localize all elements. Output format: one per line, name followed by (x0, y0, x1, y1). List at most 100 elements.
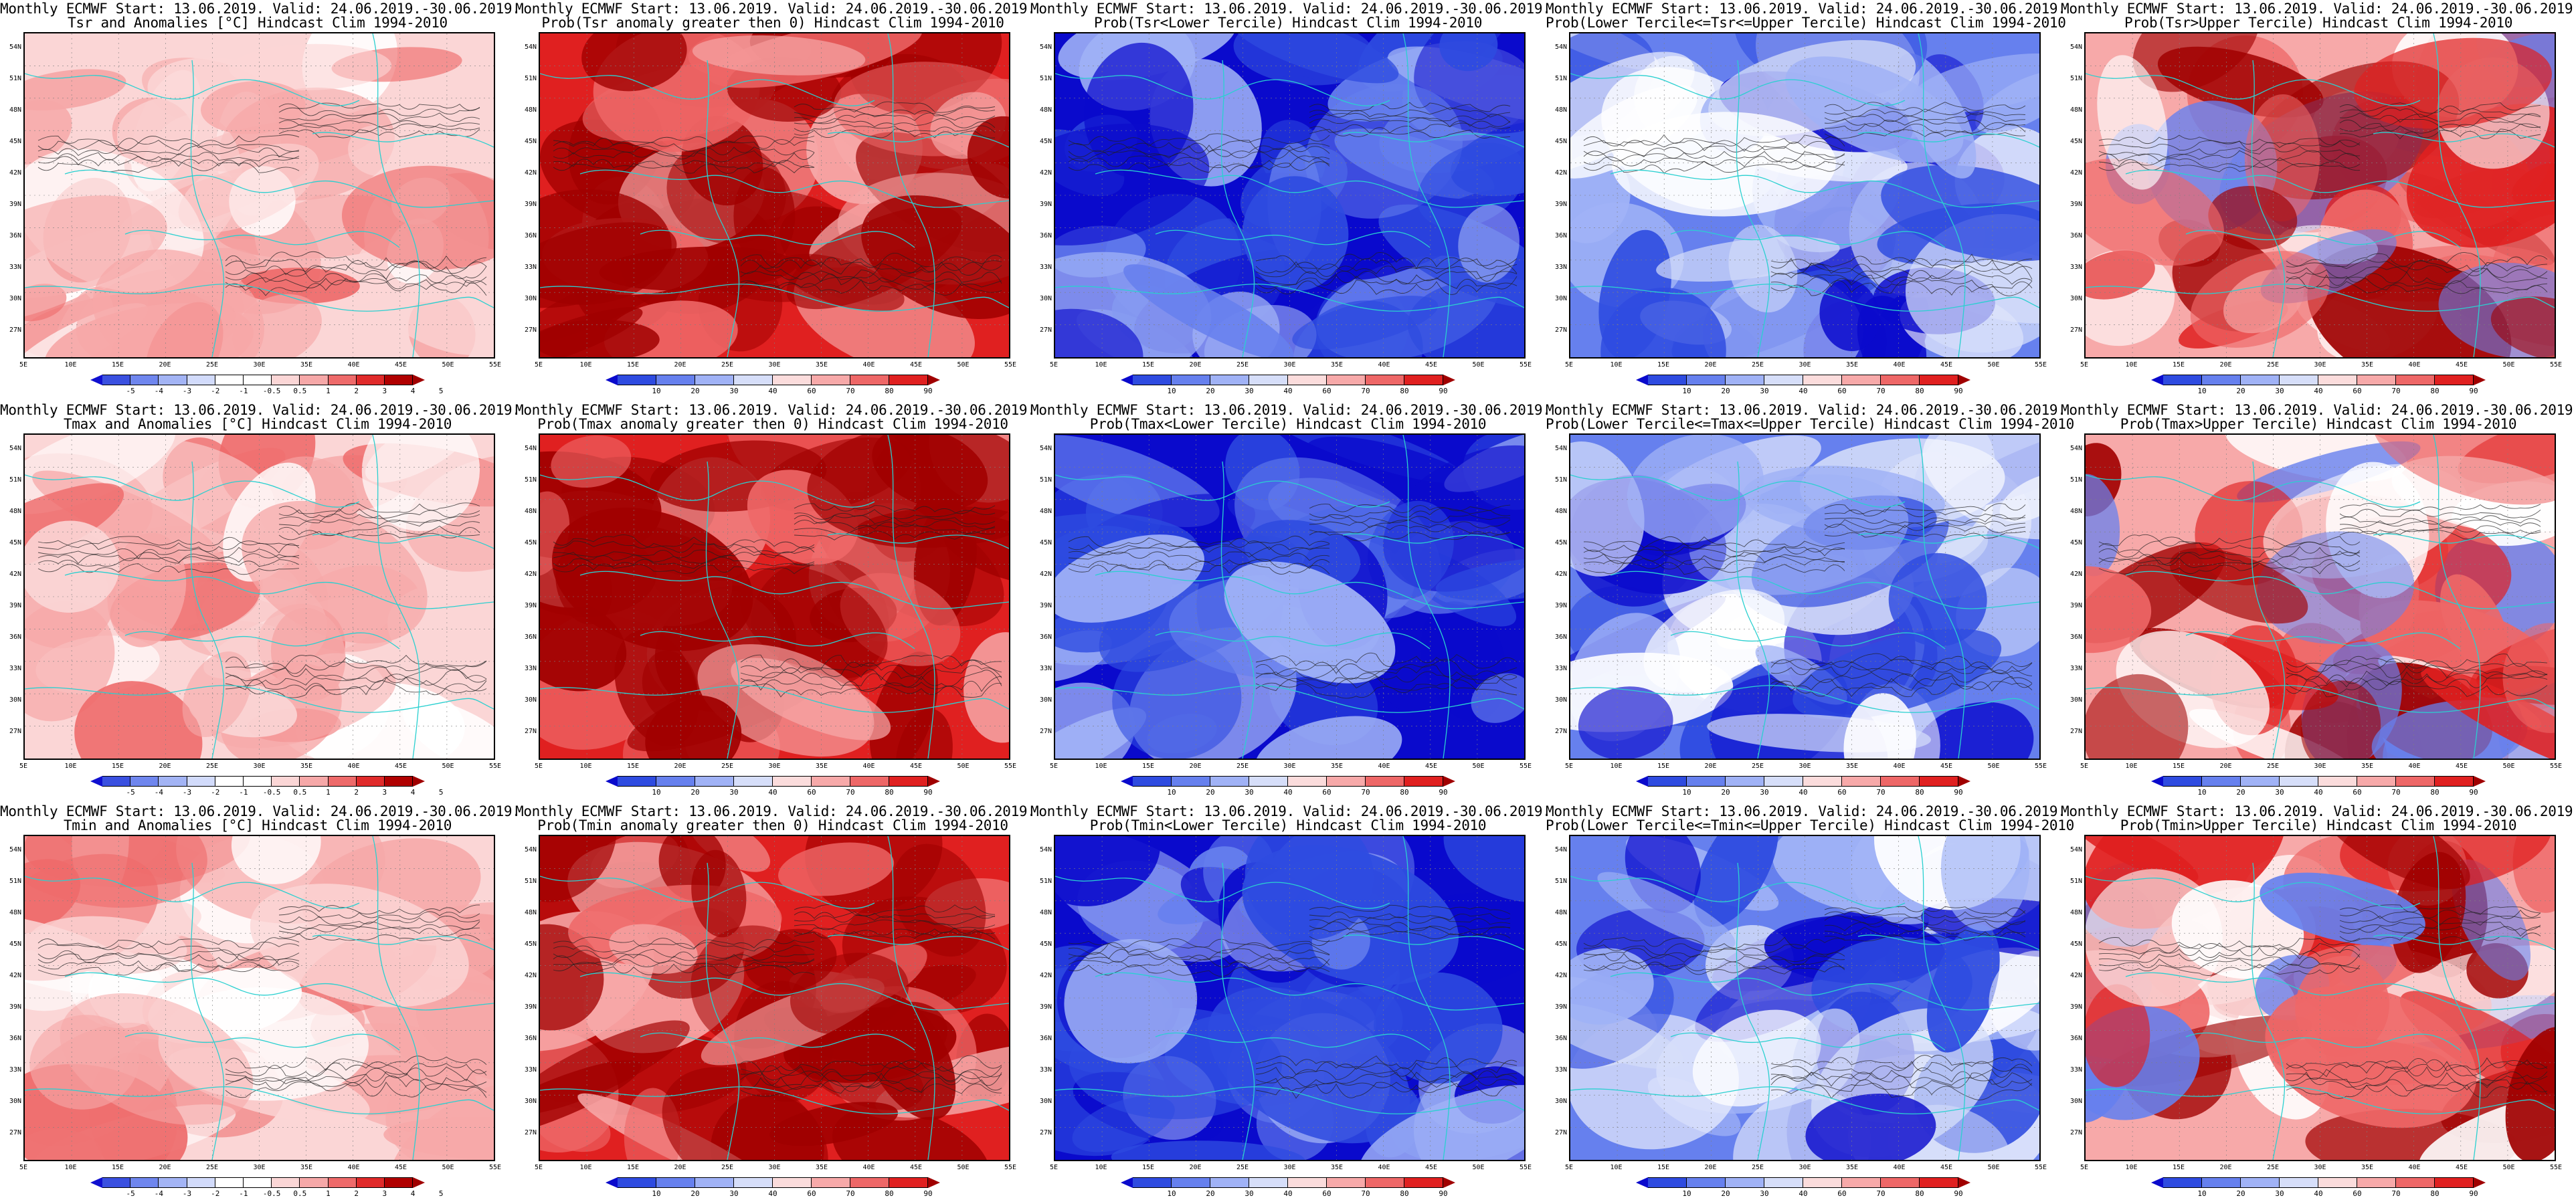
legend-tick-label: -2 (211, 387, 220, 395)
terrain-contour (2286, 274, 2548, 290)
latitude-label: 36N (9, 633, 21, 641)
field-patch (1055, 308, 1143, 357)
terrain-contour (2286, 1078, 2548, 1092)
legend-tick-label: 30 (729, 788, 739, 797)
legend-max-arrow (928, 375, 940, 385)
longitude-label: 25E (1236, 763, 1249, 770)
terrain-contour (1068, 540, 1330, 554)
legend-color-bin (1764, 1177, 1803, 1188)
terrain-contour (1770, 262, 2033, 280)
latitude-label: 48N (1039, 508, 1052, 515)
legend-color-bin (384, 776, 413, 787)
field-patch (201, 81, 306, 134)
longitude-label: 50E (442, 763, 454, 770)
terrain-contour (1255, 1056, 1517, 1070)
latitude-label: 27N (9, 1129, 21, 1136)
latitude-label: 51N (1554, 476, 1567, 484)
terrain-contour (1255, 1078, 1517, 1092)
longitude-label: 20E (2219, 763, 2232, 770)
legend-min-arrow (1636, 1177, 1648, 1188)
latitude-label: 27N (9, 326, 21, 334)
legend-tick-label: 0.5 (293, 1189, 307, 1198)
longitude-label: 35E (2361, 1164, 2374, 1171)
terrain-contour (740, 1066, 1002, 1082)
legend-tick-label: 40 (1283, 387, 1293, 395)
legend-tick-labels: -5 -4 -3 -2 -1 -0.5 0.5 1 2 3 4 5 (102, 789, 444, 798)
panel-header-line: Monthly ECMWF Start: 13.06.2019. Valid: … (0, 803, 521, 819)
color-legend-bar (1121, 375, 1455, 385)
field-patch (1443, 836, 1524, 903)
longitude-label: 50E (1987, 1164, 2000, 1171)
legend-tick-label: 60 (1322, 788, 1331, 797)
color-legend-bar (1121, 776, 1455, 787)
legend-color-bin (272, 375, 300, 385)
longitude-label: 30E (2314, 763, 2326, 770)
terrain-contour (2286, 1082, 2548, 1099)
latitude-label: 48N (2069, 106, 2082, 114)
legend-color-bin (1327, 375, 1366, 385)
latitude-label: 30N (2069, 1098, 2082, 1105)
legend-min-arrow (90, 776, 102, 787)
latitude-label: 45N (9, 539, 21, 546)
terrain-contour (278, 112, 480, 122)
latitude-label: 36N (1039, 232, 1052, 239)
longitude-label: 35E (815, 361, 828, 369)
terrain-contour (1583, 536, 1845, 548)
legend-color-bin (1288, 1177, 1327, 1188)
panel-title: Tsr and Anomalies [°C] Hindcast Clim 199… (68, 15, 448, 31)
longitude-label: 35E (1845, 763, 1859, 770)
latitude-label: 42N (2069, 972, 2082, 979)
legend-color-bin (1842, 375, 1881, 385)
longitude-label: 45E (394, 1164, 407, 1171)
terrain-contour (2339, 525, 2541, 534)
legend-tick-label: 70 (1876, 387, 1885, 395)
panel-header-line: Monthly ECMWF Start: 13.06.2019. Valid: … (515, 1, 1036, 17)
latitude-label: 33N (2069, 1066, 2082, 1074)
terrain-contour (1309, 504, 1511, 513)
terrain-contour (2286, 660, 2548, 675)
field-patch (2086, 674, 2189, 759)
panel-title: Prob(Tmin<Lower Tercile) Hindcast Clim 1… (1089, 817, 1487, 833)
coastline (1095, 972, 1524, 1011)
terrain-contour (225, 660, 487, 674)
field-patch (1208, 987, 1410, 1144)
longitude-label: 35E (815, 1164, 828, 1171)
legend-max-arrow (1443, 375, 1455, 385)
color-legend-bar (90, 375, 426, 385)
terrain-contour (1824, 123, 2026, 134)
longitude-label: 30E (1799, 1164, 1811, 1171)
longitude-label: 5E (1049, 361, 1059, 369)
terrain-contour (278, 123, 480, 133)
longitude-label: 10E (1095, 1164, 1107, 1171)
terrain-contour (225, 669, 487, 686)
coastline (579, 571, 1009, 609)
panel-title: Prob(Tmax anomaly greater then 0) Hindca… (537, 416, 1008, 432)
latitude-label: 39N (9, 201, 21, 208)
terrain-contour (225, 259, 487, 274)
terrain-contour (278, 921, 480, 930)
latitude-label: 54N (524, 43, 537, 51)
field-patch (1570, 52, 1695, 175)
legend-color-bin (1366, 1177, 1404, 1188)
legend-tick-label: 70 (1876, 1189, 1885, 1198)
field-patch (1881, 165, 2039, 262)
legend-min-arrow (2151, 375, 2163, 385)
longitude-label: 35E (300, 1164, 313, 1171)
legend-tick-label: 30 (1245, 788, 1254, 797)
panel-header-line: Monthly ECMWF Start: 13.06.2019. Valid: … (1546, 402, 2066, 418)
coastline (540, 73, 875, 106)
legend-color-bin (1366, 776, 1404, 787)
coastline (2433, 33, 2481, 357)
legend-tick-label: 40 (768, 387, 777, 395)
longitude-label: 10E (579, 361, 592, 369)
field-patch (2319, 836, 2470, 890)
longitude-label: 55E (2549, 361, 2563, 369)
terrain-contour (740, 654, 1002, 671)
longitude-label: 15E (1141, 361, 1155, 369)
longitude-label: 20E (159, 361, 171, 369)
longitude-label: 40E (1893, 1164, 1906, 1171)
legend-max-arrow (2474, 1177, 2486, 1188)
terrain-contour (37, 949, 300, 961)
field-patch (1785, 56, 1964, 163)
terrain-contour (278, 909, 480, 920)
